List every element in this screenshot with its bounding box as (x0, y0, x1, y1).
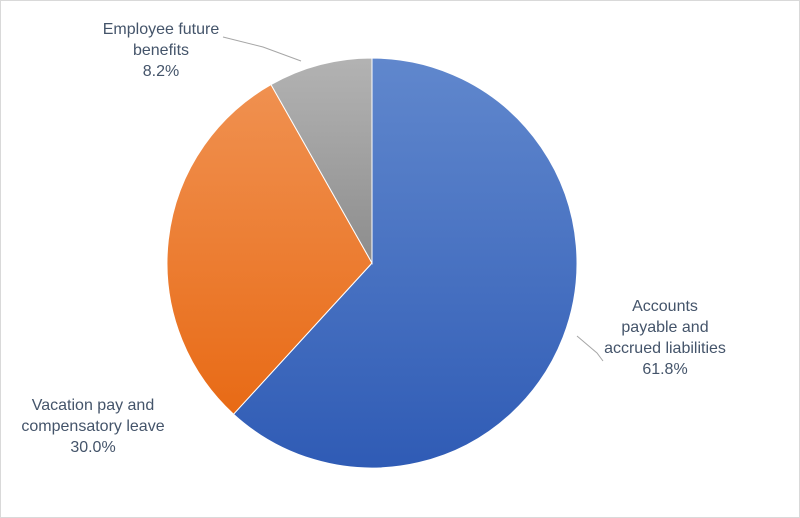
pie-slice-2 (166, 83, 373, 415)
data-label-value: 30.0% (70, 439, 115, 456)
pie-slice-1 (232, 57, 578, 469)
data-label-3: Employee future benefits 8.2% (103, 21, 220, 80)
data-label-text: Employee future (103, 21, 220, 38)
data-label-text: Vacation pay and (32, 397, 154, 414)
data-label-value: 8.2% (143, 63, 179, 80)
data-label-text: payable and (621, 319, 708, 336)
data-label-text: compensatory leave (21, 418, 164, 435)
data-label-value: 61.8% (642, 361, 687, 378)
data-label-text: benefits (133, 42, 189, 59)
data-label-text: Accounts (632, 298, 698, 315)
pie-slice-3 (270, 57, 373, 265)
leader-line-1 (576, 335, 604, 362)
data-label-text: accrued liabilities (604, 340, 726, 357)
data-label-2: Vacation pay and compensatory leave 30.0% (21, 397, 164, 456)
leader-line-3 (222, 36, 302, 62)
data-label-1: Accounts payable and accrued liabilities 61… (604, 298, 726, 378)
